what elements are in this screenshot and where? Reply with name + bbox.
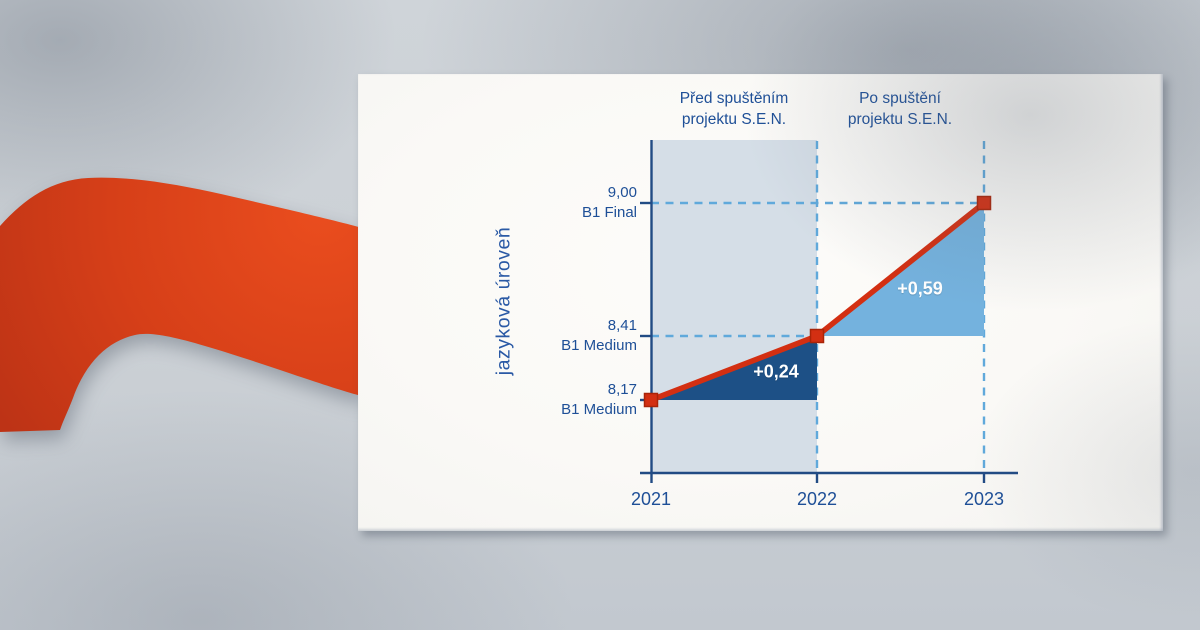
infographic-card — [358, 74, 1163, 531]
red-ribbon-path — [0, 177, 362, 432]
